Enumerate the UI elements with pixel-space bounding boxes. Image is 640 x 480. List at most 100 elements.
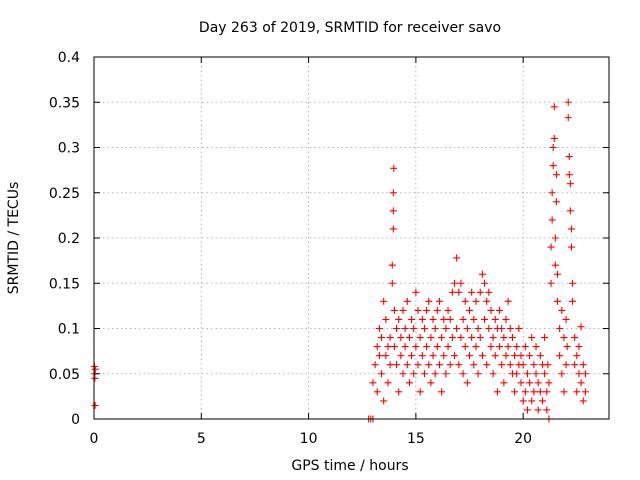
data-point xyxy=(378,370,386,378)
data-point xyxy=(446,361,454,369)
data-point xyxy=(431,370,439,378)
data-point xyxy=(551,234,559,242)
data-point xyxy=(435,361,443,369)
data-point xyxy=(566,180,574,188)
data-point xyxy=(565,153,573,161)
data-point xyxy=(442,370,450,378)
data-point xyxy=(558,370,566,378)
data-point xyxy=(558,306,566,314)
data-point xyxy=(476,288,484,296)
data-point xyxy=(388,261,396,269)
data-point xyxy=(393,325,401,332)
data-point xyxy=(564,114,572,122)
data-point xyxy=(371,361,379,369)
y-tick-label: 0.1 xyxy=(58,322,80,338)
data-point xyxy=(468,334,476,342)
data-point xyxy=(538,397,546,405)
data-point xyxy=(444,343,452,351)
data-point xyxy=(581,388,589,396)
data-point xyxy=(521,388,529,396)
data-point xyxy=(474,370,482,378)
data-point xyxy=(382,352,390,360)
data-point xyxy=(562,361,570,369)
data-point xyxy=(541,370,549,378)
data-point xyxy=(420,325,428,332)
data-point xyxy=(519,361,527,369)
data-point xyxy=(536,352,544,360)
data-point xyxy=(425,297,433,305)
data-point xyxy=(551,261,559,269)
data-point xyxy=(416,388,424,396)
data-point xyxy=(91,374,99,382)
data-point xyxy=(502,352,510,360)
data-point xyxy=(393,361,401,369)
data-point xyxy=(446,315,454,323)
data-point xyxy=(435,297,443,305)
data-point xyxy=(386,361,394,369)
data-point xyxy=(427,379,435,387)
data-point xyxy=(408,315,416,323)
data-point xyxy=(369,379,377,387)
data-point xyxy=(389,207,397,215)
data-point xyxy=(459,315,467,323)
data-point xyxy=(511,352,519,360)
data-point xyxy=(498,361,506,369)
data-point xyxy=(517,379,525,387)
y-tick-label: 0.35 xyxy=(49,95,80,111)
data-point xyxy=(550,134,558,142)
data-point xyxy=(560,334,568,342)
data-point xyxy=(519,397,527,405)
data-point xyxy=(459,370,467,378)
data-point xyxy=(513,370,521,378)
data-point xyxy=(476,334,484,342)
data-point xyxy=(466,306,474,314)
data-point xyxy=(502,315,510,323)
x-axis-label: GPS time / hours xyxy=(291,458,408,474)
y-axis-label: SRMTID / TECUs xyxy=(6,182,22,295)
data-point xyxy=(554,270,561,278)
data-point xyxy=(401,343,409,351)
data-point xyxy=(384,343,392,351)
x-tick-label: 0 xyxy=(90,431,99,447)
data-point xyxy=(485,288,493,296)
data-point xyxy=(550,103,558,111)
data-point xyxy=(403,297,411,305)
data-point xyxy=(556,325,564,332)
data-point xyxy=(534,379,542,387)
data-point xyxy=(455,288,463,296)
data-point xyxy=(581,370,589,378)
data-point xyxy=(500,379,508,387)
data-point xyxy=(543,388,551,396)
data-point xyxy=(562,315,570,323)
data-point xyxy=(451,279,458,287)
data-point xyxy=(532,343,540,351)
x-tick-label: 15 xyxy=(407,431,425,447)
data-point xyxy=(547,243,555,251)
data-point xyxy=(513,343,521,351)
data-point xyxy=(523,406,531,414)
data-point xyxy=(504,297,512,305)
data-point xyxy=(438,334,446,342)
data-point xyxy=(451,352,458,360)
data-point xyxy=(526,352,534,360)
data-point xyxy=(414,361,422,369)
data-point xyxy=(566,207,574,215)
data-point xyxy=(433,306,441,314)
data-point xyxy=(390,306,398,314)
data-point xyxy=(496,306,504,314)
data-point xyxy=(429,352,437,360)
data-point xyxy=(457,279,465,287)
data-point xyxy=(427,334,435,342)
data-point xyxy=(481,279,489,287)
data-point xyxy=(390,164,398,172)
data-point xyxy=(526,379,534,387)
data-point xyxy=(412,288,420,296)
data-point xyxy=(390,343,398,351)
data-point xyxy=(517,352,525,360)
data-point xyxy=(498,325,506,332)
data-point xyxy=(571,334,579,342)
data-point xyxy=(575,370,583,378)
data-point xyxy=(552,198,560,206)
data-point xyxy=(554,297,561,305)
data-point xyxy=(420,370,428,378)
